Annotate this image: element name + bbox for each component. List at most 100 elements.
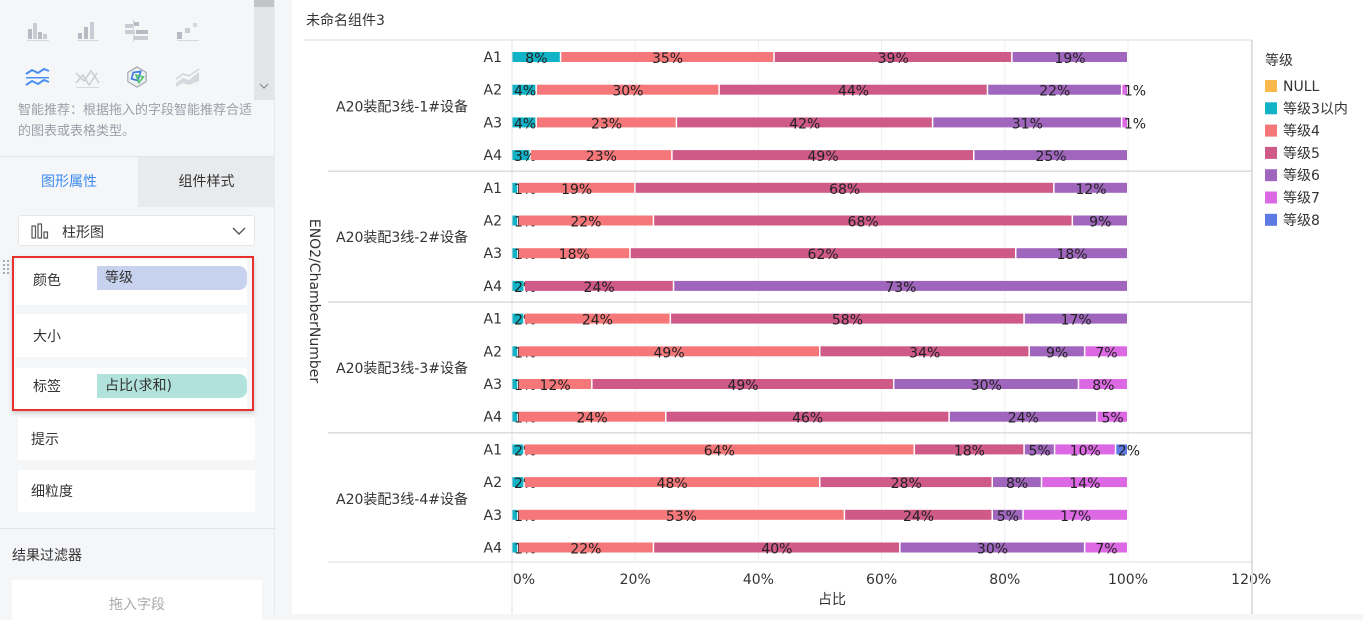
- bar-segment: [561, 52, 774, 62]
- data-label: 19%: [1054, 51, 1085, 67]
- row-label: A2: [484, 83, 502, 99]
- row-label: A1: [484, 442, 502, 458]
- bar-segment: [1054, 182, 1127, 193]
- data-label: 40%: [761, 542, 792, 558]
- x-tick-label: 60%: [866, 572, 897, 588]
- row-label: A1: [484, 312, 502, 328]
- color-field-pill[interactable]: 等级: [97, 266, 247, 290]
- bar-chart-icon[interactable]: [75, 20, 101, 42]
- group-label: A20装配3线-4#设备: [336, 491, 468, 508]
- legend-item-label: 等级3以内: [1283, 100, 1348, 117]
- data-label: 22%: [570, 215, 601, 231]
- bar-segment: [518, 509, 844, 520]
- data-label: 1%: [1124, 84, 1146, 100]
- bar-segment: [894, 379, 1078, 389]
- bar-segment: [820, 346, 1029, 357]
- data-label: 58%: [832, 313, 863, 329]
- data-label: 18%: [954, 443, 985, 459]
- legend-swatch: [1265, 191, 1277, 204]
- legend-item-label: 等级4: [1283, 123, 1320, 140]
- data-label: 4%: [514, 84, 536, 100]
- bar-segment: [518, 411, 665, 422]
- group-label: A20装配3线-3#设备: [336, 360, 468, 377]
- data-label: 24%: [1008, 411, 1039, 427]
- color-property-row[interactable]: 颜色 等级: [16, 260, 247, 305]
- data-label: 23%: [586, 149, 617, 165]
- data-label: 19%: [561, 182, 592, 198]
- granularity-property-row[interactable]: 细粒度: [18, 470, 255, 512]
- x-tick-label: 80%: [989, 572, 1020, 588]
- bar-segment: [530, 150, 672, 161]
- result-filter-title: 结果过滤器: [12, 548, 82, 564]
- data-label: 42%: [789, 116, 820, 132]
- data-label: 25%: [1035, 149, 1066, 165]
- stacked-bar-chart: 0%20%40%60%80%100%120%占比ENO2/ChamberNumb…: [304, 39, 1348, 614]
- legend-swatch: [1265, 169, 1277, 182]
- bar-segment: [1122, 84, 1127, 95]
- bar-segment: [845, 509, 992, 520]
- data-label: 44%: [838, 84, 869, 100]
- label-field-pill[interactable]: 占比(求和): [97, 374, 247, 398]
- scatter-chart-icon[interactable]: [175, 20, 201, 42]
- data-label: 35%: [652, 51, 683, 67]
- bar-segment: [774, 52, 1012, 62]
- data-label: 8%: [525, 51, 547, 67]
- line-chart-icon[interactable]: [75, 67, 101, 89]
- filter-drop-zone[interactable]: 拖入字段: [12, 580, 262, 620]
- data-label: 9%: [1046, 345, 1068, 361]
- bar-segment: [1055, 444, 1115, 455]
- scrollbar-thumb[interactable]: [254, 0, 274, 7]
- chevron-down-icon[interactable]: [232, 224, 246, 238]
- row-label: A1: [484, 181, 502, 197]
- bar-segment: [672, 150, 973, 161]
- stacked-bar-chart-icon[interactable]: [25, 20, 51, 42]
- legend-item-label: 等级5: [1283, 145, 1320, 162]
- bar-segment: [1085, 542, 1127, 553]
- radar-chart-icon[interactable]: [124, 66, 150, 88]
- legend-item-label: 等级8: [1283, 212, 1320, 229]
- mark-properties-highlight: 颜色 等级 大小 标签 占比(求和): [12, 256, 254, 411]
- data-label: 12%: [1075, 182, 1106, 198]
- data-label: 9%: [1089, 215, 1111, 231]
- data-label: 48%: [657, 476, 688, 492]
- data-label: 24%: [903, 509, 934, 525]
- bar-segment: [654, 215, 1072, 226]
- size-property-row[interactable]: 大小: [16, 314, 247, 357]
- recommend-scrollbar[interactable]: [254, 0, 274, 100]
- area-chart-icon[interactable]: [175, 67, 201, 89]
- tab-graphic-properties[interactable]: 图形属性: [0, 157, 138, 207]
- data-label: 64%: [704, 443, 735, 459]
- bar-segment: [512, 477, 524, 488]
- row-label: A3: [484, 246, 502, 262]
- component-title[interactable]: 未命名组件3: [306, 13, 385, 29]
- stacked-line-chart-icon[interactable]: [25, 67, 51, 89]
- bar-segment: [518, 215, 653, 226]
- bar-segment: [900, 542, 1084, 553]
- bar-segment: [677, 117, 932, 128]
- bar-segment: [524, 477, 819, 488]
- bar-segment: [518, 379, 592, 389]
- bar-segment: [512, 379, 518, 389]
- tooltip-property-row[interactable]: 提示: [18, 418, 255, 460]
- chevron-down-icon[interactable]: [258, 80, 270, 92]
- label-property-row[interactable]: 标签 占比(求和): [16, 368, 247, 409]
- bar-segment: [512, 411, 518, 422]
- tab-component-style[interactable]: 组件样式: [138, 157, 275, 207]
- data-label: 10%: [1070, 443, 1101, 459]
- property-tabs: 图形属性 组件样式: [0, 157, 275, 207]
- bar-segment: [512, 313, 524, 324]
- bar-segment: [512, 182, 518, 193]
- bar-segment: [654, 542, 900, 553]
- bar-segment: [518, 346, 819, 357]
- chart-type-select[interactable]: 柱形图: [18, 215, 255, 246]
- drag-handle-icon[interactable]: [3, 260, 9, 274]
- row-label: A4: [484, 148, 503, 164]
- legend-swatch: [1265, 213, 1277, 226]
- x-tick-label: 20%: [620, 572, 651, 588]
- bar-segment: [1023, 509, 1127, 520]
- bar-segment: [512, 248, 518, 259]
- horizontal-bar-chart-icon[interactable]: [124, 20, 150, 42]
- bar-segment: [1079, 379, 1127, 389]
- bar-segment: [512, 215, 518, 226]
- data-label: 17%: [1061, 313, 1092, 329]
